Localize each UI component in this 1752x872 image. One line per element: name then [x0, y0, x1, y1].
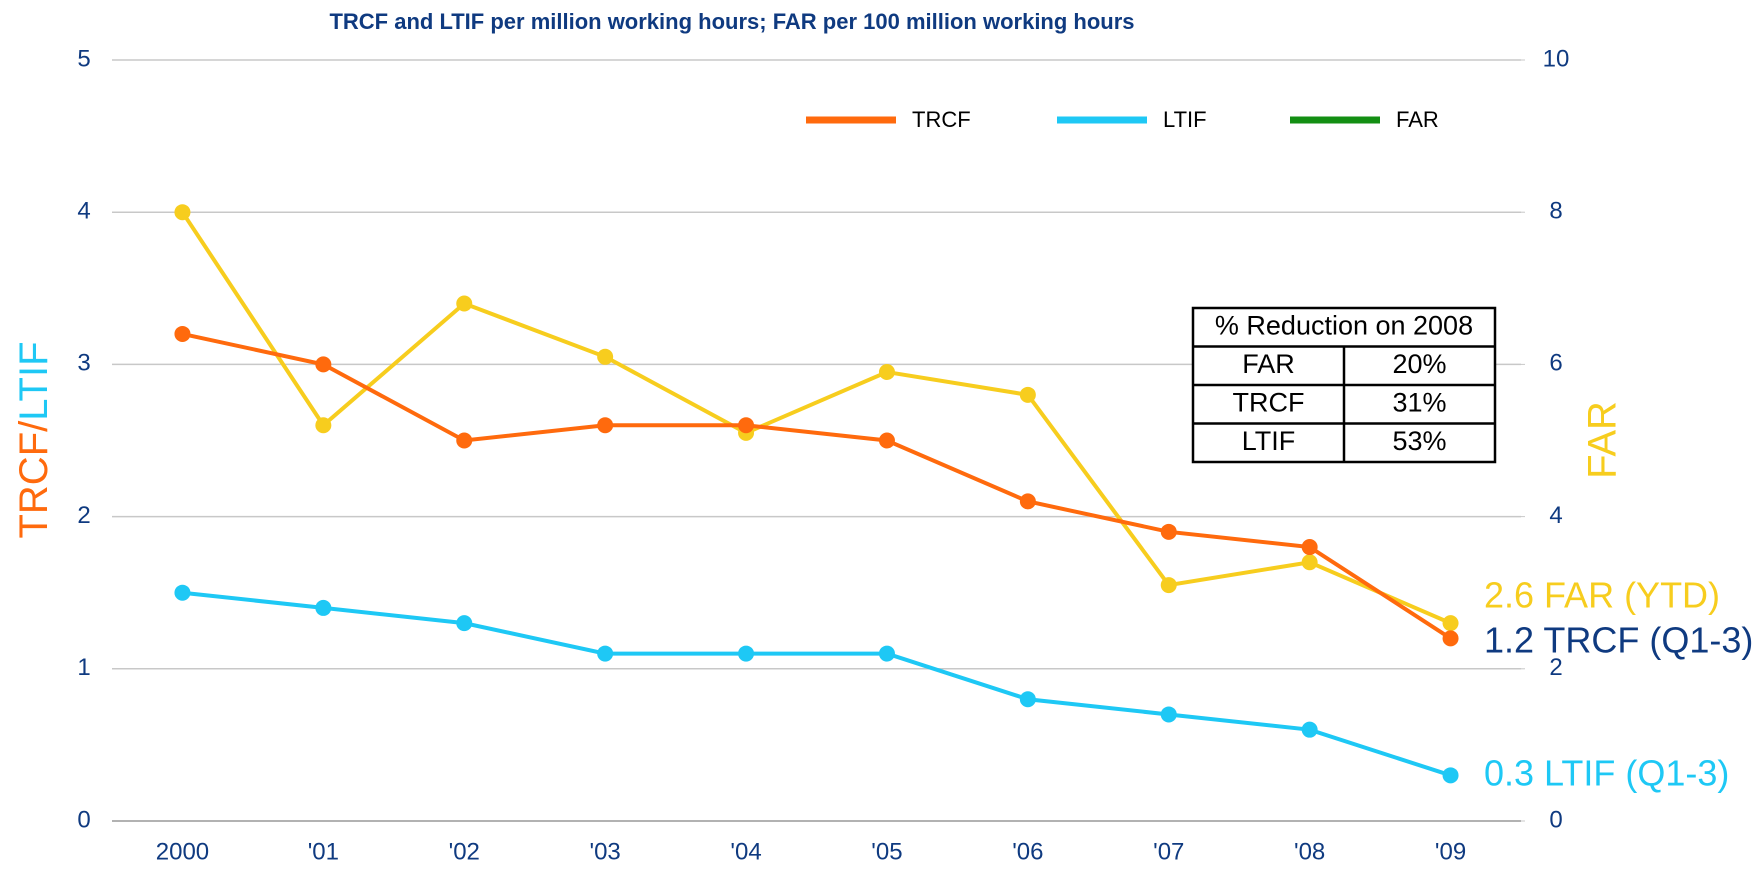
- legend-label: FAR: [1396, 107, 1439, 132]
- y-axis-label: TRCF/LTIF: [12, 341, 56, 538]
- table-cell: 20%: [1392, 349, 1446, 379]
- y-axis-label-part: /: [12, 420, 56, 432]
- annotation: 1.2 TRCF (Q1-3): [1484, 620, 1752, 661]
- data-point: [878, 645, 895, 662]
- annotation: 2.6 FAR (YTD): [1484, 575, 1720, 616]
- y-tick-label: 4: [77, 198, 90, 225]
- y-axis-label-part: LTIF: [12, 341, 56, 420]
- table-cell: 31%: [1392, 387, 1446, 417]
- y-tick-label: 1: [77, 654, 90, 681]
- x-tick-label: '06: [1012, 838, 1043, 865]
- data-point: [1442, 767, 1459, 784]
- series-line: [182, 332, 1452, 641]
- legend-label: TRCF: [912, 107, 971, 132]
- data-point: [1160, 706, 1177, 723]
- x-tick-label: '03: [590, 838, 621, 865]
- series-line: [180, 211, 1452, 625]
- x-tick-label: 2000: [156, 838, 209, 865]
- data-point: [1160, 577, 1177, 594]
- data-point: [456, 295, 473, 312]
- y-tick-label: 2: [77, 502, 90, 529]
- x-tick-label: '09: [1435, 838, 1466, 865]
- x-tick-label: '05: [871, 838, 902, 865]
- data-point: [315, 356, 332, 373]
- table-cell: FAR: [1242, 349, 1295, 379]
- data-point: [1442, 615, 1459, 632]
- y2-tick-label: 6: [1549, 350, 1562, 377]
- y-tick-label: 3: [77, 350, 90, 377]
- legend-label: LTIF: [1163, 107, 1207, 132]
- data-point: [1442, 630, 1459, 647]
- y2-tick-label: 4: [1549, 502, 1562, 529]
- annotation: 0.3 LTIF (Q1-3): [1484, 753, 1729, 794]
- data-point: [456, 615, 473, 632]
- data-point: [1019, 493, 1036, 510]
- y2-tick-label: 2: [1549, 654, 1562, 681]
- x-tick-label: '02: [449, 838, 480, 865]
- x-tick-label: '04: [730, 838, 761, 865]
- x-tick-label: '08: [1294, 838, 1325, 865]
- data-point: [878, 364, 895, 381]
- y2-tick-label: 8: [1549, 198, 1562, 225]
- y-tick-label: 5: [77, 45, 90, 72]
- data-point: [1160, 523, 1177, 540]
- data-point: [1301, 554, 1318, 571]
- data-point: [174, 204, 191, 221]
- y2-axis-label: FAR: [1581, 401, 1625, 479]
- data-point: [1301, 721, 1318, 738]
- y2-tick-label: 0: [1549, 806, 1562, 833]
- table-cell: TRCF: [1233, 387, 1305, 417]
- data-point: [315, 599, 332, 616]
- table-cell: LTIF: [1242, 426, 1296, 456]
- y-tick-label: 0: [77, 806, 90, 833]
- data-point: [1019, 386, 1036, 403]
- data-point: [738, 645, 755, 662]
- data-point: [315, 417, 332, 434]
- data-point: [174, 325, 191, 342]
- data-point: [1301, 539, 1318, 556]
- data-point: [597, 645, 614, 662]
- data-point: [738, 417, 755, 434]
- data-point: [1019, 691, 1036, 708]
- x-tick-label: '01: [308, 838, 339, 865]
- data-point: [878, 432, 895, 449]
- data-point: [456, 432, 473, 449]
- table-cell: 53%: [1392, 426, 1446, 456]
- series-line: [182, 590, 1452, 778]
- x-tick-label: '07: [1153, 838, 1184, 865]
- table-title: % Reduction on 2008: [1215, 310, 1473, 340]
- data-point: [174, 584, 191, 601]
- data-point: [597, 348, 614, 365]
- y-axis-label-part: TRCF: [12, 432, 56, 539]
- y2-tick-label: 10: [1543, 45, 1570, 72]
- chart-title: TRCF and LTIF per million working hours;…: [329, 9, 1134, 34]
- data-point: [597, 417, 614, 434]
